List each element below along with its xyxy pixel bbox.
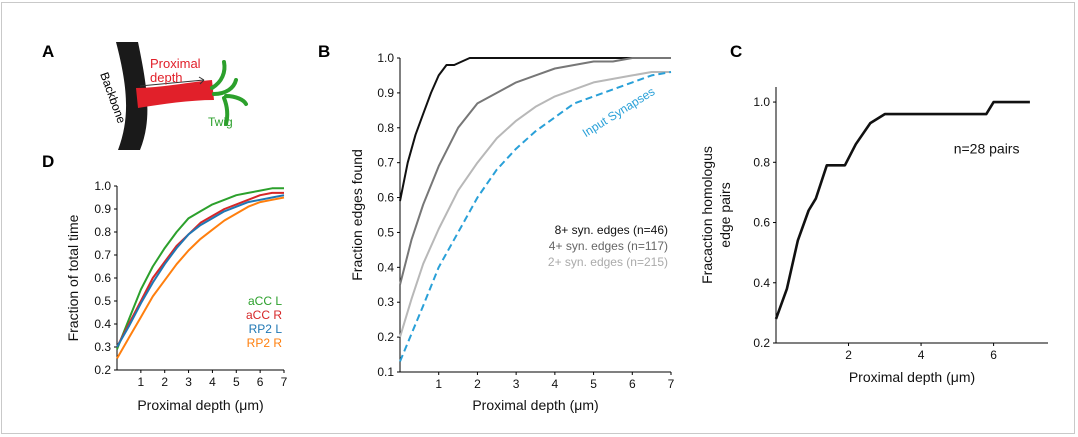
twig-branches: [210, 60, 248, 126]
y-tick-label: 0.8: [753, 155, 770, 169]
proximal-segment: [136, 80, 214, 108]
y-tick-label: 0.9: [377, 86, 394, 100]
y-tick-label: 0.8: [94, 225, 111, 239]
y-tick-label: 1.0: [377, 51, 394, 65]
x-axis-label: Proximal depth (μm): [137, 397, 263, 413]
x-tick-label: 4: [552, 377, 559, 391]
series-line-2: [116, 194, 285, 348]
legend-entry: RP2 L: [249, 322, 283, 336]
x-tick-label: 1: [435, 377, 442, 391]
y-axis-label: Fraction edges found: [349, 149, 365, 281]
x-tick-label: 4: [918, 348, 925, 362]
annotation-n-pairs: n=28 pairs: [954, 140, 1020, 156]
legend-entry: 4+ syn. edges (n=117): [549, 239, 668, 253]
y-tick-label: 0.1: [377, 365, 394, 379]
y-tick-label: 0.7: [94, 248, 111, 262]
legend-entry: RP2 R: [247, 336, 283, 350]
y-tick-label: 1.0: [753, 95, 770, 109]
x-tick-label: 5: [233, 375, 240, 389]
y-tick-label: 0.6: [753, 216, 770, 230]
x-tick-label: 5: [590, 377, 597, 391]
x-tick-label: 7: [668, 377, 675, 391]
x-tick-label: 2: [161, 375, 168, 389]
panel-letter-d: D: [42, 152, 54, 171]
series-line-3: [116, 196, 285, 359]
x-tick-label: 1: [138, 375, 145, 389]
y-tick-label: 0.2: [377, 330, 394, 344]
series-line-0: [774, 100, 1030, 320]
series-line-0: [116, 187, 284, 350]
y-tick-label: 0.7: [377, 156, 394, 170]
schematic-neuron: Proximal depth Backbone Twig: [97, 42, 248, 150]
x-tick-label: 2: [845, 348, 852, 362]
series-line-1: [116, 191, 284, 348]
y-tick-label: 0.3: [377, 295, 394, 309]
x-tick-label: 4: [209, 375, 216, 389]
y-tick-label: 0.5: [94, 294, 111, 308]
series-line-3: [399, 71, 672, 362]
y-tick-label: 0.3: [94, 340, 111, 354]
x-axis-label: Proximal depth (μm): [472, 397, 598, 413]
chart-panel-b: 0.1 0.2 0.3 0.4 0.5 0.6 0.7 0.8 0.9 1.0 1 2 3 4 5 6 7 Pro…: [349, 51, 675, 413]
panel-letter-a: A: [42, 42, 54, 61]
y-tick-label: 0.4: [753, 276, 770, 290]
series-line-2: [399, 71, 671, 338]
series-line-1: [399, 57, 671, 286]
proximal-depth-arrow: [139, 79, 205, 87]
x-tick-label: 3: [513, 377, 520, 391]
y-axis-label-line1: Fracaction homologus: [699, 146, 715, 284]
proximal-label-line1: Proximal: [150, 56, 201, 71]
series-line-0: [399, 57, 671, 202]
y-axis-label-line2: edge pairs: [717, 182, 733, 247]
series-label-input-synapses: Input Synapses: [580, 84, 658, 140]
y-tick-label: 0.4: [377, 260, 394, 274]
y-tick-label: 0.8: [377, 121, 394, 135]
y-tick-label: 0.4: [94, 317, 111, 331]
proximal-depth-arrowhead: [198, 76, 205, 85]
y-tick-label: 1.0: [94, 179, 111, 193]
chart-panel-d: 0.2 0.3 0.4 0.5 0.6 0.7 0.8 0.9 1.0 1 2 3 4 5 6 7 Proxim…: [65, 179, 288, 413]
y-tick-label: 0.6: [377, 191, 394, 205]
legend-entry: 8+ syn. edges (n=46): [555, 223, 668, 237]
chart-panel-c: 0.2 0.4 0.6 0.8 1.0 2 4 6 Proximal depth (μm) Fra…: [699, 87, 1048, 385]
x-tick-label: 3: [185, 375, 192, 389]
legend-entry: 2+ syn. edges (n=215): [548, 255, 668, 269]
legend-entry: aCC L: [248, 294, 282, 308]
y-axis-label: Fraction of total time: [65, 214, 81, 341]
panel-letter-b: B: [318, 42, 330, 61]
x-tick-label: 6: [990, 348, 997, 362]
x-tick-label: 7: [281, 375, 288, 389]
y-tick-label: 0.2: [94, 363, 111, 377]
y-tick-label: 0.5: [377, 225, 394, 239]
twig-label: Twig: [208, 115, 233, 129]
legend-entry: aCC R: [246, 308, 282, 322]
proximal-label-line2: depth: [150, 70, 183, 85]
x-tick-label: 6: [257, 375, 264, 389]
panel-letter-c: C: [730, 42, 742, 61]
y-tick-label: 0.9: [94, 202, 111, 216]
y-tick-label: 0.6: [94, 271, 111, 285]
backbone-shape: [116, 42, 148, 150]
x-tick-label: 6: [629, 377, 636, 391]
x-tick-label: 2: [474, 377, 481, 391]
x-axis-label: Proximal depth (μm): [849, 369, 975, 385]
y-tick-label: 0.2: [753, 336, 770, 350]
